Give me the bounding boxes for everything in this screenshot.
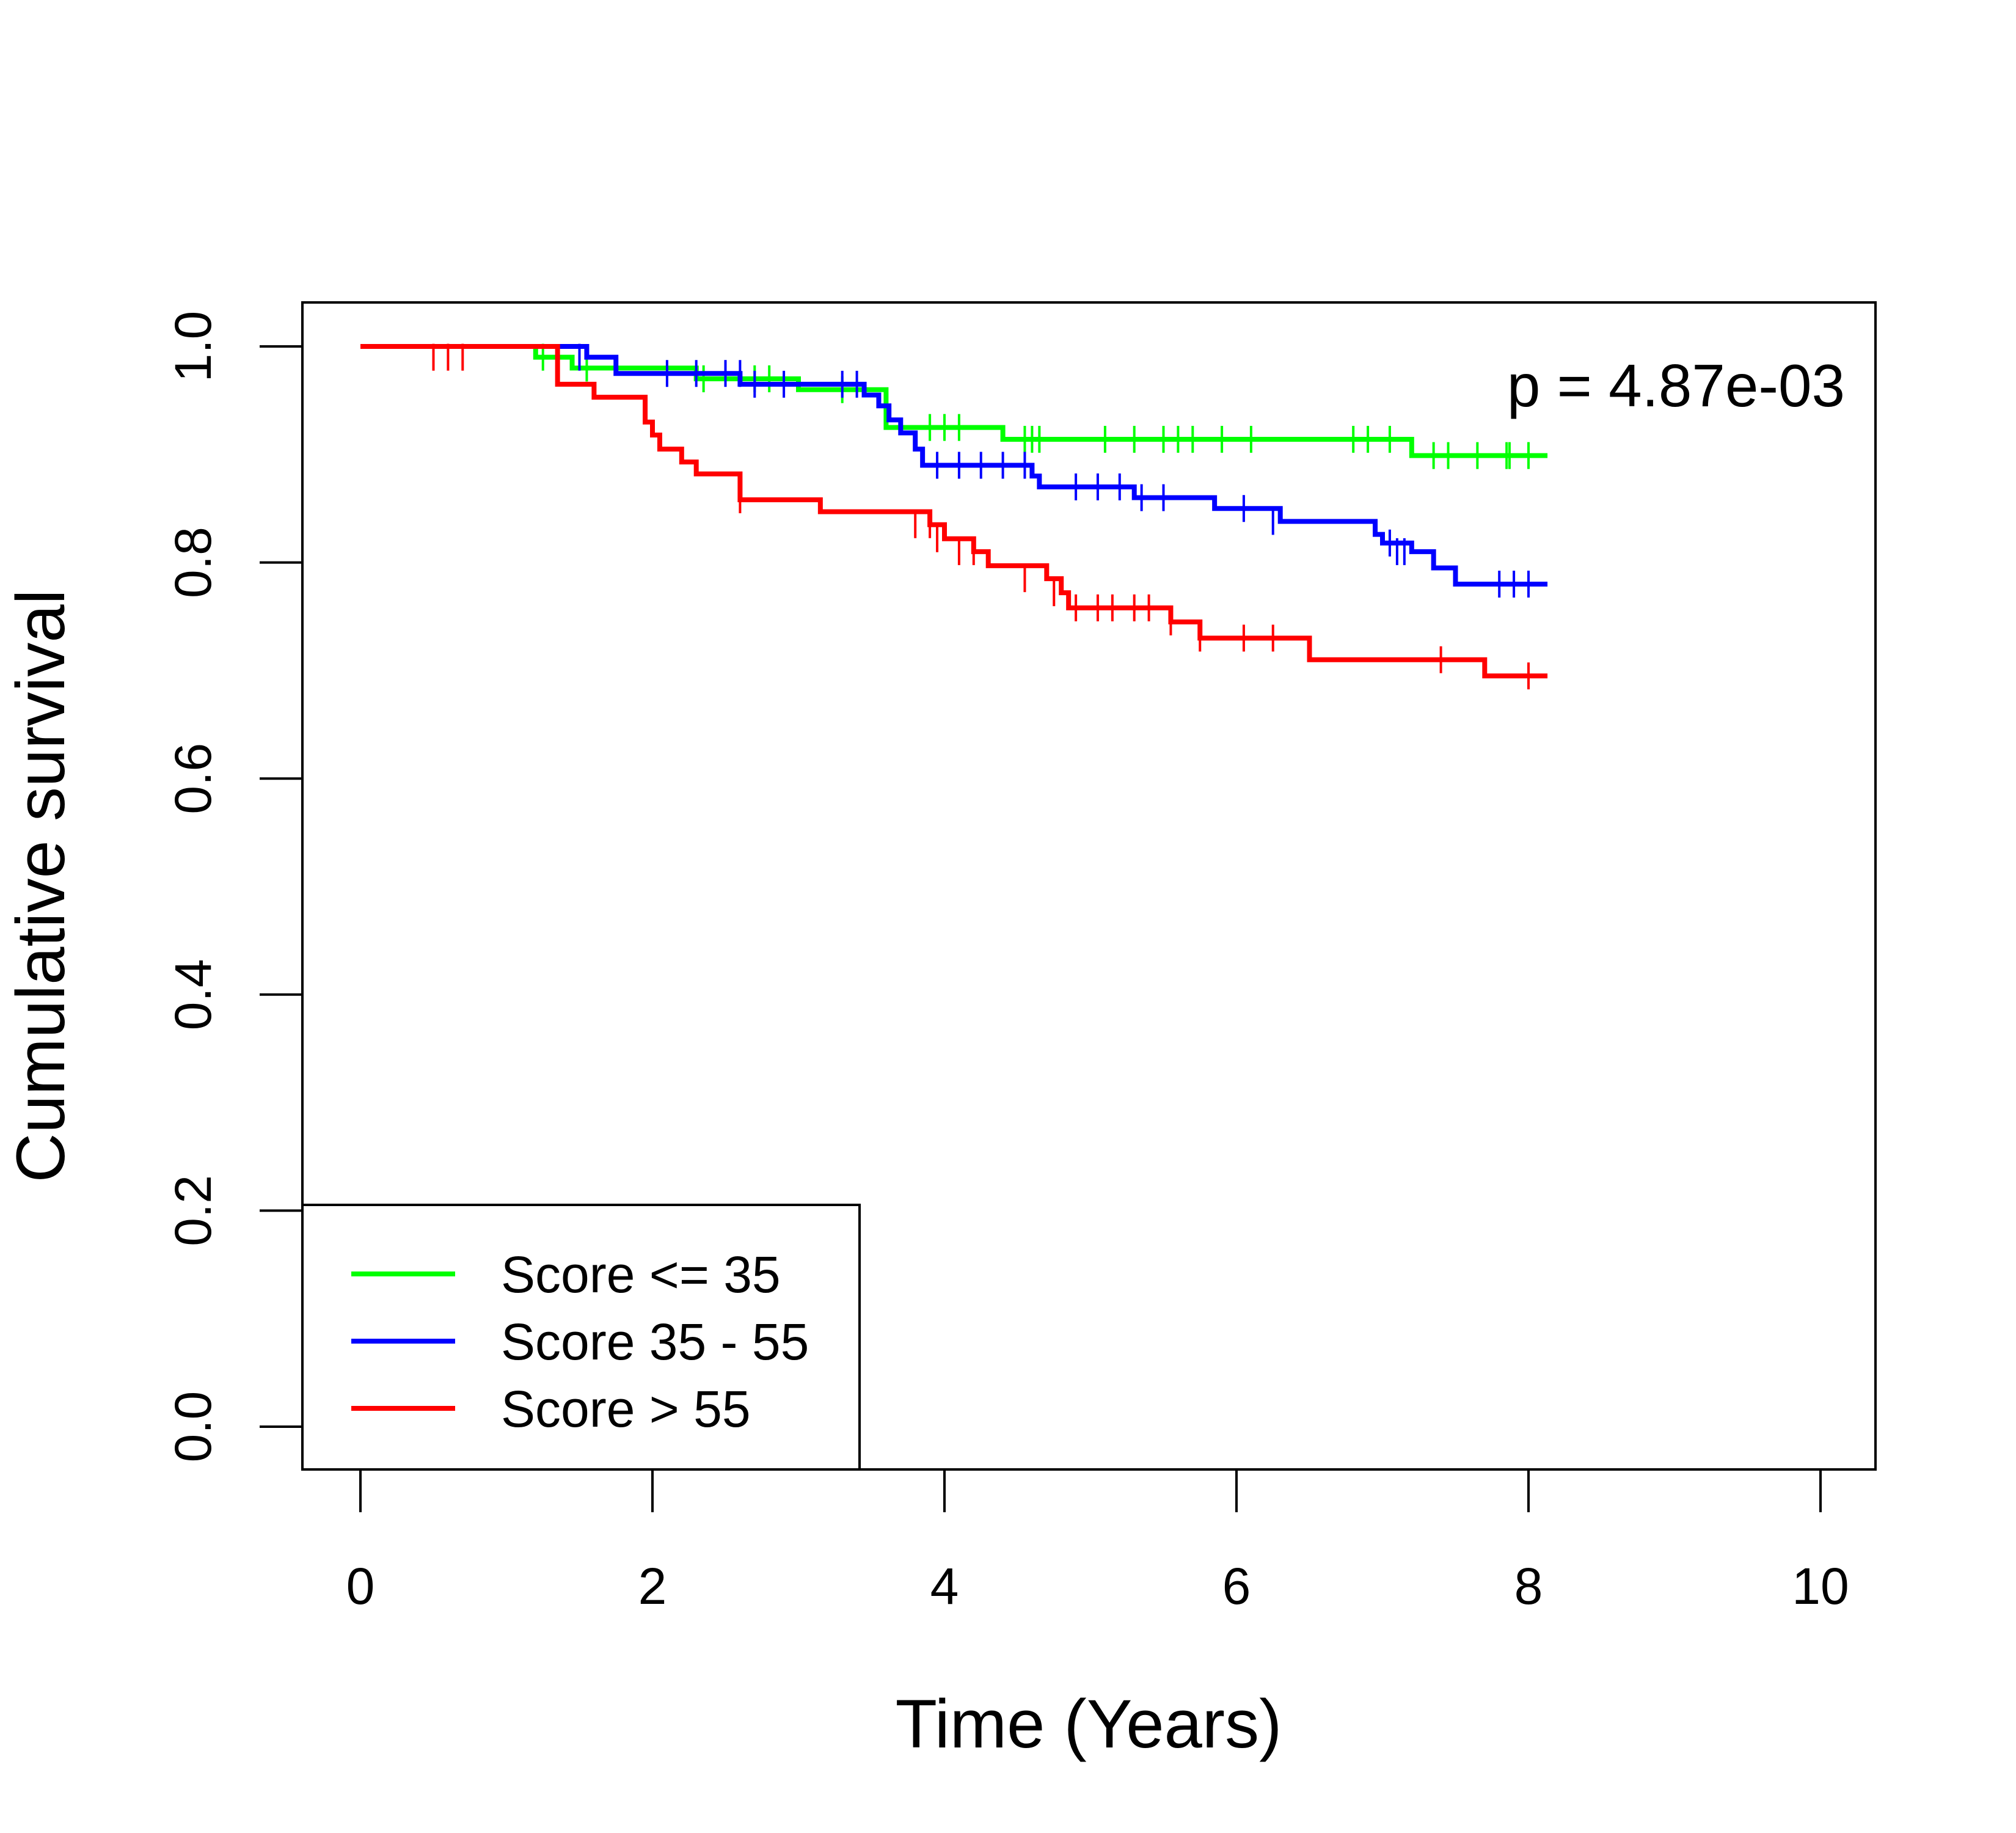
x-tick-label: 2 [638, 1557, 667, 1615]
series-3 [360, 343, 1548, 690]
survival-curve [360, 344, 1548, 679]
x-tick-label: 0 [346, 1557, 375, 1615]
series-2 [360, 343, 1548, 598]
legend-item: Score > 55 [351, 1380, 751, 1438]
series-layer [360, 343, 1548, 690]
legend-item: Score 35 - 55 [351, 1313, 809, 1370]
y-tick-label: 0.2 [164, 1175, 222, 1246]
legend-item: Score <= 35 [351, 1246, 781, 1303]
survival-curve [360, 344, 1548, 587]
y-tick-label: 0.0 [164, 1391, 222, 1463]
x-axis: 0 2 4 6 8 10 [346, 1468, 1849, 1615]
legend-label: Score 35 - 55 [501, 1313, 809, 1370]
x-axis-title: Time (Years) [896, 1686, 1282, 1762]
y-tick-label: 0.4 [164, 959, 222, 1030]
y-axis-title: Cumulative survival [2, 590, 79, 1183]
x-tick-label: 6 [1222, 1557, 1251, 1615]
survival-curve [360, 344, 1548, 458]
y-tick-label: 0.6 [164, 743, 222, 814]
y-tick-label: 0.8 [164, 527, 222, 598]
legend-items: Score <= 35 Score 35 - 55 Score > 55 [351, 1246, 809, 1438]
legend-label: Score <= 35 [501, 1246, 781, 1303]
p-value-annotation: p = 4.87e-03 [1507, 352, 1845, 419]
x-tick-label: 10 [1792, 1557, 1849, 1615]
x-tick-label: 4 [930, 1557, 959, 1615]
y-axis: 0.0 0.2 0.4 0.6 0.8 1.0 [164, 311, 304, 1463]
legend-box [301, 1204, 861, 1471]
y-tick-label: 1.0 [164, 311, 222, 382]
series-1 [360, 343, 1548, 469]
x-tick-label: 8 [1514, 1557, 1543, 1615]
legend-label: Score > 55 [501, 1380, 751, 1438]
legend: Score <= 35 Score 35 - 55 Score > 55 [301, 1204, 861, 1471]
